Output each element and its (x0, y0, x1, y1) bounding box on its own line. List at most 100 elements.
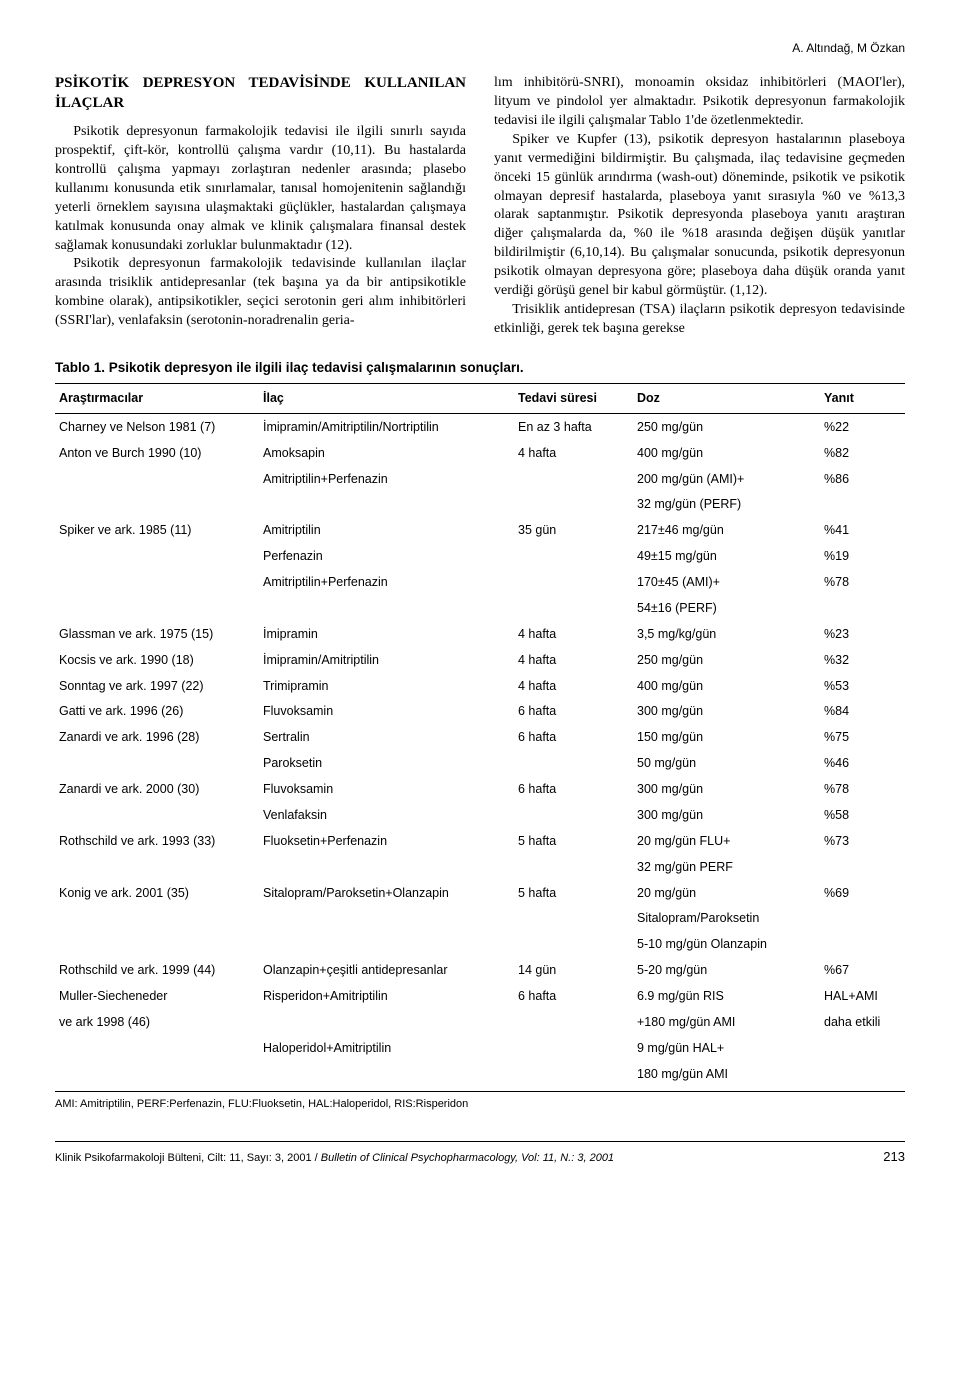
table-cell (514, 569, 633, 595)
table-cell: 32 mg/gün PERF (633, 854, 820, 880)
table-cell (259, 905, 514, 931)
table-row: Glassman ve ark. 1975 (15)İmipramin4 haf… (55, 621, 905, 647)
table-row: Muller-SiechenederRisperidon+Amitriptili… (55, 983, 905, 1009)
table-cell: 180 mg/gün AMI (633, 1061, 820, 1089)
table-cell: %73 (820, 828, 905, 854)
table-cell (259, 931, 514, 957)
table-cell (514, 750, 633, 776)
table-cell: Fluvoksamin (259, 776, 514, 802)
table-row: Anton ve Burch 1990 (10)Amoksapin4 hafta… (55, 440, 905, 466)
table-cell: 4 hafta (514, 673, 633, 699)
table-cell: Amitriptilin+Perfenazin (259, 466, 514, 492)
table-cell (820, 1061, 905, 1089)
table-cell: 5-10 mg/gün Olanzapin (633, 931, 820, 957)
section-heading: PSİKOTİK DEPRESYON TEDAVİSİNDE KULLANILA… (55, 74, 466, 113)
table-cell: 6 hafta (514, 983, 633, 1009)
table-cell: 54±16 (PERF) (633, 595, 820, 621)
table-row: Sitalopram/Paroksetin (55, 905, 905, 931)
table-cell: 400 mg/gün (633, 673, 820, 699)
table-cell (514, 931, 633, 957)
table-cell: Muller-Siecheneder (55, 983, 259, 1009)
table-row: 180 mg/gün AMI (55, 1061, 905, 1089)
table-cell (514, 1009, 633, 1035)
running-head: A. Altındağ, M Özkan (55, 40, 905, 56)
right-paragraph-2: Spiker ve Kupfer (13), psikotik depresyo… (494, 131, 905, 301)
table-cell: Gatti ve ark. 1996 (26) (55, 698, 259, 724)
table-cell: %53 (820, 673, 905, 699)
table-header-cell: Yanıt (820, 383, 905, 413)
table-cell: Sertralin (259, 724, 514, 750)
table-cell (514, 543, 633, 569)
table-cell: Konig ve ark. 2001 (35) (55, 880, 259, 906)
table-cell (514, 905, 633, 931)
table-row: Rothschild ve ark. 1993 (33)Fluoksetin+P… (55, 828, 905, 854)
table-cell: 217±46 mg/gün (633, 517, 820, 543)
table-row: Spiker ve ark. 1985 (11)Amitriptilin35 g… (55, 517, 905, 543)
table-cell (514, 854, 633, 880)
table-cell: Zanardi ve ark. 2000 (30) (55, 776, 259, 802)
table-cell: %22 (820, 413, 905, 439)
table-row: Venlafaksin300 mg/gün%58 (55, 802, 905, 828)
table-cell: %84 (820, 698, 905, 724)
table-cell: %82 (820, 440, 905, 466)
table-row: 54±16 (PERF) (55, 595, 905, 621)
table-cell: Sitalopram/Paroksetin (633, 905, 820, 931)
table-row: Amitriptilin+Perfenazin200 mg/gün (AMI)+… (55, 466, 905, 492)
table-row: 32 mg/gün (PERF) (55, 491, 905, 517)
table-cell: İmipramin/Amitriptilin/Nortriptilin (259, 413, 514, 439)
footer-journal-tr: Klinik Psikofarmakoloji Bülteni, Cilt: 1… (55, 1152, 321, 1164)
left-paragraph-1: Psikotik depresyonun farmakolojik tedavi… (55, 123, 466, 255)
table-cell (259, 595, 514, 621)
table-header-cell: Tedavi süresi (514, 383, 633, 413)
table-cell (820, 491, 905, 517)
table-cell (514, 802, 633, 828)
table-cell (55, 466, 259, 492)
table-cell: 150 mg/gün (633, 724, 820, 750)
table-cell: 35 gün (514, 517, 633, 543)
table-cell: 300 mg/gün (633, 776, 820, 802)
table-cell (820, 595, 905, 621)
table-row: Charney ve Nelson 1981 (7)İmipramin/Amit… (55, 413, 905, 439)
table-cell: daha etkili (820, 1009, 905, 1035)
table-row: Paroksetin50 mg/gün%46 (55, 750, 905, 776)
table-cell: 50 mg/gün (633, 750, 820, 776)
table-cell: 3,5 mg/kg/gün (633, 621, 820, 647)
table-row: Perfenazin49±15 mg/gün%19 (55, 543, 905, 569)
table-cell: 20 mg/gün FLU+ (633, 828, 820, 854)
table-cell: Fluvoksamin (259, 698, 514, 724)
table-cell (514, 1035, 633, 1061)
table-cell (820, 1035, 905, 1061)
table-cell: %32 (820, 647, 905, 673)
table-row: Rothschild ve ark. 1999 (44)Olanzapin+çe… (55, 957, 905, 983)
table-row: 5-10 mg/gün Olanzapin (55, 931, 905, 957)
table-cell: Olanzapin+çeşitli antidepresanlar (259, 957, 514, 983)
table-cell (55, 905, 259, 931)
table-cell: En az 3 hafta (514, 413, 633, 439)
table-cell (55, 931, 259, 957)
results-table: Araştırmacılar İlaç Tedavi süresi Doz Ya… (55, 383, 905, 1089)
table-cell: Venlafaksin (259, 802, 514, 828)
table-cell: Spiker ve ark. 1985 (11) (55, 517, 259, 543)
table-row: Haloperidol+Amitriptilin9 mg/gün HAL+ (55, 1035, 905, 1061)
table-title: Tablo 1. Psikotik depresyon ile ilgili i… (55, 359, 905, 377)
table-cell: Zanardi ve ark. 1996 (28) (55, 724, 259, 750)
table-cell: 14 gün (514, 957, 633, 983)
table-cell: 9 mg/gün HAL+ (633, 1035, 820, 1061)
table-cell (55, 1061, 259, 1089)
page-footer: Klinik Psikofarmakoloji Bülteni, Cilt: 1… (55, 1141, 905, 1166)
table-cell (55, 595, 259, 621)
table-cell: 6.9 mg/gün RIS (633, 983, 820, 1009)
table-header-cell: Araştırmacılar (55, 383, 259, 413)
table-cell: 49±15 mg/gün (633, 543, 820, 569)
table-cell (820, 905, 905, 931)
table-row: Zanardi ve ark. 2000 (30)Fluvoksamin6 ha… (55, 776, 905, 802)
table-row: Zanardi ve ark. 1996 (28)Sertralin6 haft… (55, 724, 905, 750)
table-cell: 20 mg/gün (633, 880, 820, 906)
table-cell (514, 466, 633, 492)
table-cell: 250 mg/gün (633, 413, 820, 439)
table-cell: Paroksetin (259, 750, 514, 776)
table-cell: 300 mg/gün (633, 802, 820, 828)
table-cell (514, 1061, 633, 1089)
footer-journal-en: Bulletin of Clinical Psychopharmacology,… (321, 1152, 614, 1164)
right-paragraph-1: lım inhibitörü-SNRI), monoamin oksidaz i… (494, 74, 905, 131)
